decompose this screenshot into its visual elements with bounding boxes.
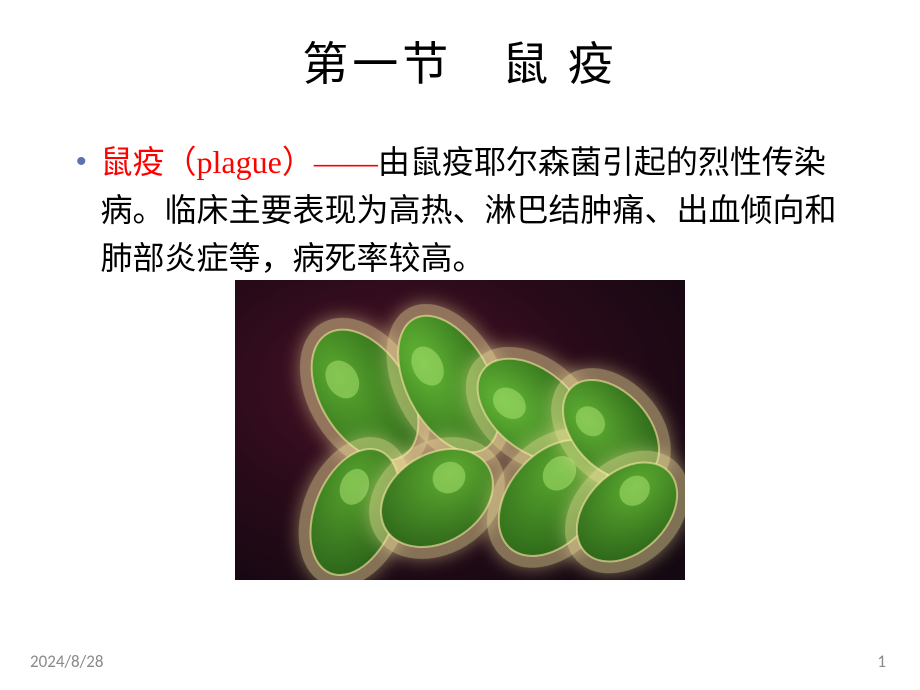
highlight-term: 鼠疫（plague）—— [101, 144, 378, 180]
image-container [70, 280, 850, 585]
bullet-glyph: • [76, 138, 87, 186]
bacteria-micrograph [235, 280, 685, 580]
footer-page-number: 1 [877, 651, 886, 672]
body-text: 鼠疫（plague）——由鼠疫耶尔森菌引起的烈性传染病。临床主要表现为高热、淋巴… [101, 138, 850, 282]
slide-title: 第一节 鼠 疫 [70, 28, 850, 94]
footer-date: 2024/8/28 [30, 651, 103, 672]
slide: 第一节 鼠 疫 • 鼠疫（plague）——由鼠疫耶尔森菌引起的烈性传染病。临床… [0, 0, 920, 690]
body-bullet-row: • 鼠疫（plague）——由鼠疫耶尔森菌引起的烈性传染病。临床主要表现为高热、… [70, 138, 850, 282]
